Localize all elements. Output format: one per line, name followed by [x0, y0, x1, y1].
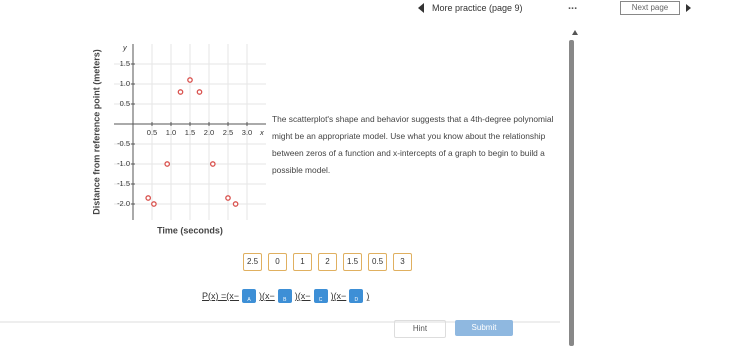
point	[187, 77, 193, 83]
y-tick-label: -2.0	[117, 199, 130, 208]
y-tick-label: -0.5	[117, 139, 130, 148]
factor-close: )	[294, 291, 298, 301]
y-tick-label: -1.5	[117, 179, 130, 188]
point	[225, 195, 231, 201]
x-axis-letter: x	[259, 128, 264, 137]
y-axis-label: Distance from reference point (meters)	[91, 49, 101, 215]
factor-open: (x−	[226, 291, 240, 301]
answer-card[interactable]: 1	[293, 253, 312, 271]
submit-button[interactable]: Submit	[455, 320, 513, 336]
factor-open: (x−	[262, 291, 275, 301]
answer-card[interactable]: 3	[393, 253, 412, 271]
instructions: The scatterplot's shape and behavior sug…	[272, 114, 554, 175]
answer-card[interactable]: 2	[318, 253, 337, 271]
answer-slot[interactable]: D	[349, 289, 364, 303]
y-tick-label: -1.0	[117, 159, 130, 168]
factor-open: (x−	[297, 291, 311, 301]
answer-card[interactable]: 0	[268, 253, 287, 271]
equation: P(x) = (x− A) (x− B) (x− C) (x− D)	[202, 289, 369, 303]
answer-card[interactable]: 1.5	[343, 253, 362, 271]
x-tick-label: 2.5	[223, 128, 233, 137]
back-arrow[interactable]	[418, 3, 424, 13]
card-bank: 2.5 0 1 2 1.5 0.5 3	[243, 253, 412, 271]
x-tick-label: 1.5	[185, 128, 195, 137]
factor-close: )	[330, 291, 334, 301]
x-tick-label: 2.0	[204, 128, 214, 137]
menu[interactable]: ...	[568, 0, 578, 12]
x-tick-label: 3.0	[242, 128, 252, 137]
factor-close: )	[366, 291, 370, 301]
point	[151, 201, 157, 207]
page-title: More practice (page 9)	[432, 3, 523, 13]
x-tick-label: 1.0	[166, 128, 176, 137]
y-axis-letter: y	[122, 43, 128, 52]
next-page[interactable]: Next page	[620, 1, 680, 15]
point	[145, 195, 152, 201]
point	[232, 201, 239, 207]
x-tick-label: 0.5	[147, 128, 157, 137]
answer-slot[interactable]: B	[277, 289, 292, 303]
answer-slot[interactable]: A	[242, 289, 257, 303]
chart: 0.5 1.0 1.5 2.0 2.5 3.0 1.5 1.0 0.5 -0.5 -1.0 -1.5 -…	[91, 43, 266, 235]
scroll-up[interactable]	[572, 30, 578, 35]
hint-button[interactable]: Hint	[394, 320, 446, 338]
point	[196, 89, 203, 95]
y-tick-label: 1.5	[120, 59, 130, 68]
point	[164, 161, 171, 167]
y-tick-label: 1.0	[120, 79, 130, 88]
point	[209, 161, 216, 167]
point	[177, 89, 184, 95]
factor-open: (x−	[333, 291, 347, 301]
next-arrow	[686, 4, 691, 12]
factor-close: )	[259, 291, 263, 301]
answer-card[interactable]: 0.5	[368, 253, 387, 271]
scrollbar[interactable]	[569, 40, 574, 346]
equation-lhs: P(x) =	[202, 291, 227, 301]
answer-slot[interactable]: C	[313, 289, 328, 303]
y-tick-label: 0.5	[120, 99, 130, 108]
answer-card[interactable]: 2.5	[243, 253, 262, 271]
x-axis-label: Time (seconds)	[157, 225, 223, 235]
